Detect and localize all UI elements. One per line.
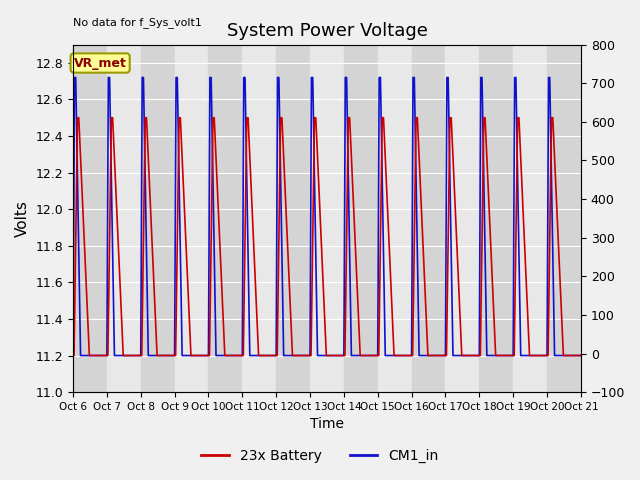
Y-axis label: Volts: Volts	[15, 200, 30, 237]
Bar	[141, 45, 175, 392]
Bar	[209, 45, 243, 392]
Bar	[479, 45, 513, 392]
Text: VR_met: VR_met	[74, 57, 127, 70]
Bar	[445, 45, 479, 392]
Bar	[344, 45, 378, 392]
Text: No data for f_Sys_volt1: No data for f_Sys_volt1	[73, 17, 202, 28]
Bar	[547, 45, 581, 392]
Title: System Power Voltage: System Power Voltage	[227, 22, 428, 40]
Bar	[513, 45, 547, 392]
Bar	[175, 45, 209, 392]
Bar	[276, 45, 310, 392]
Bar	[378, 45, 412, 392]
Bar	[73, 45, 107, 392]
Bar	[310, 45, 344, 392]
Legend: 23x Battery, CM1_in: 23x Battery, CM1_in	[196, 443, 444, 468]
Bar	[412, 45, 445, 392]
X-axis label: Time: Time	[310, 418, 344, 432]
Bar	[107, 45, 141, 392]
Bar	[243, 45, 276, 392]
